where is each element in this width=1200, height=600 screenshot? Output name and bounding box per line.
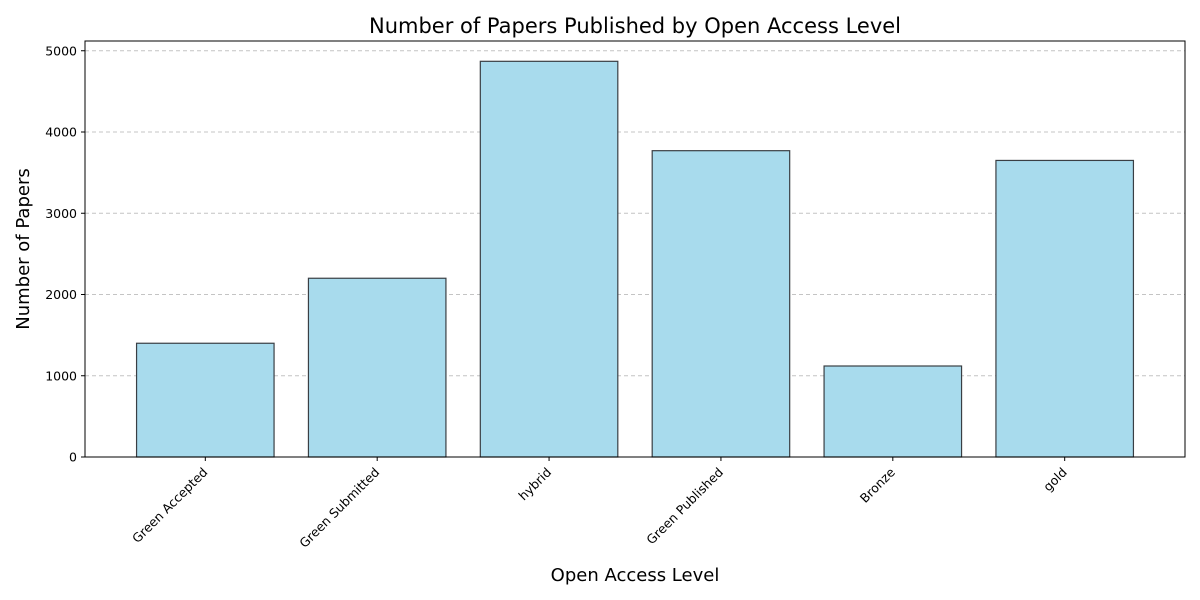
x-tick-label: Green Submitted	[296, 465, 382, 551]
y-tick-label: 2000	[45, 287, 77, 302]
x-axis-title: Open Access Level	[551, 565, 720, 586]
bar-gold	[995, 159, 1135, 458]
x-tick-label: hybrid	[515, 465, 554, 504]
x-tick-label: Green Published	[643, 465, 726, 548]
x-tick-label: Green Accepted	[129, 465, 210, 546]
plot-frame	[84, 40, 1186, 458]
y-tick-label: 4000	[45, 125, 77, 140]
y-tick-label: 3000	[45, 206, 77, 221]
bars	[135, 60, 1135, 458]
axes	[81, 40, 1186, 461]
bar-green-published	[651, 150, 791, 458]
y-tick-label: 5000	[45, 43, 77, 58]
x-tick-label: Bronze	[857, 464, 898, 505]
bar-bronze	[823, 365, 963, 458]
bar-green-submitted	[307, 277, 447, 458]
y-tick-label: 1000	[45, 368, 77, 383]
y-tick-label: 0	[69, 450, 77, 465]
x-tick-label: gold	[1040, 465, 1070, 495]
chart-title: Number of Papers Published by Open Acces…	[369, 14, 901, 38]
bar-hybrid	[479, 60, 619, 458]
bar-green-accepted	[135, 342, 275, 458]
y-axis-title: Number of Papers	[13, 168, 34, 329]
